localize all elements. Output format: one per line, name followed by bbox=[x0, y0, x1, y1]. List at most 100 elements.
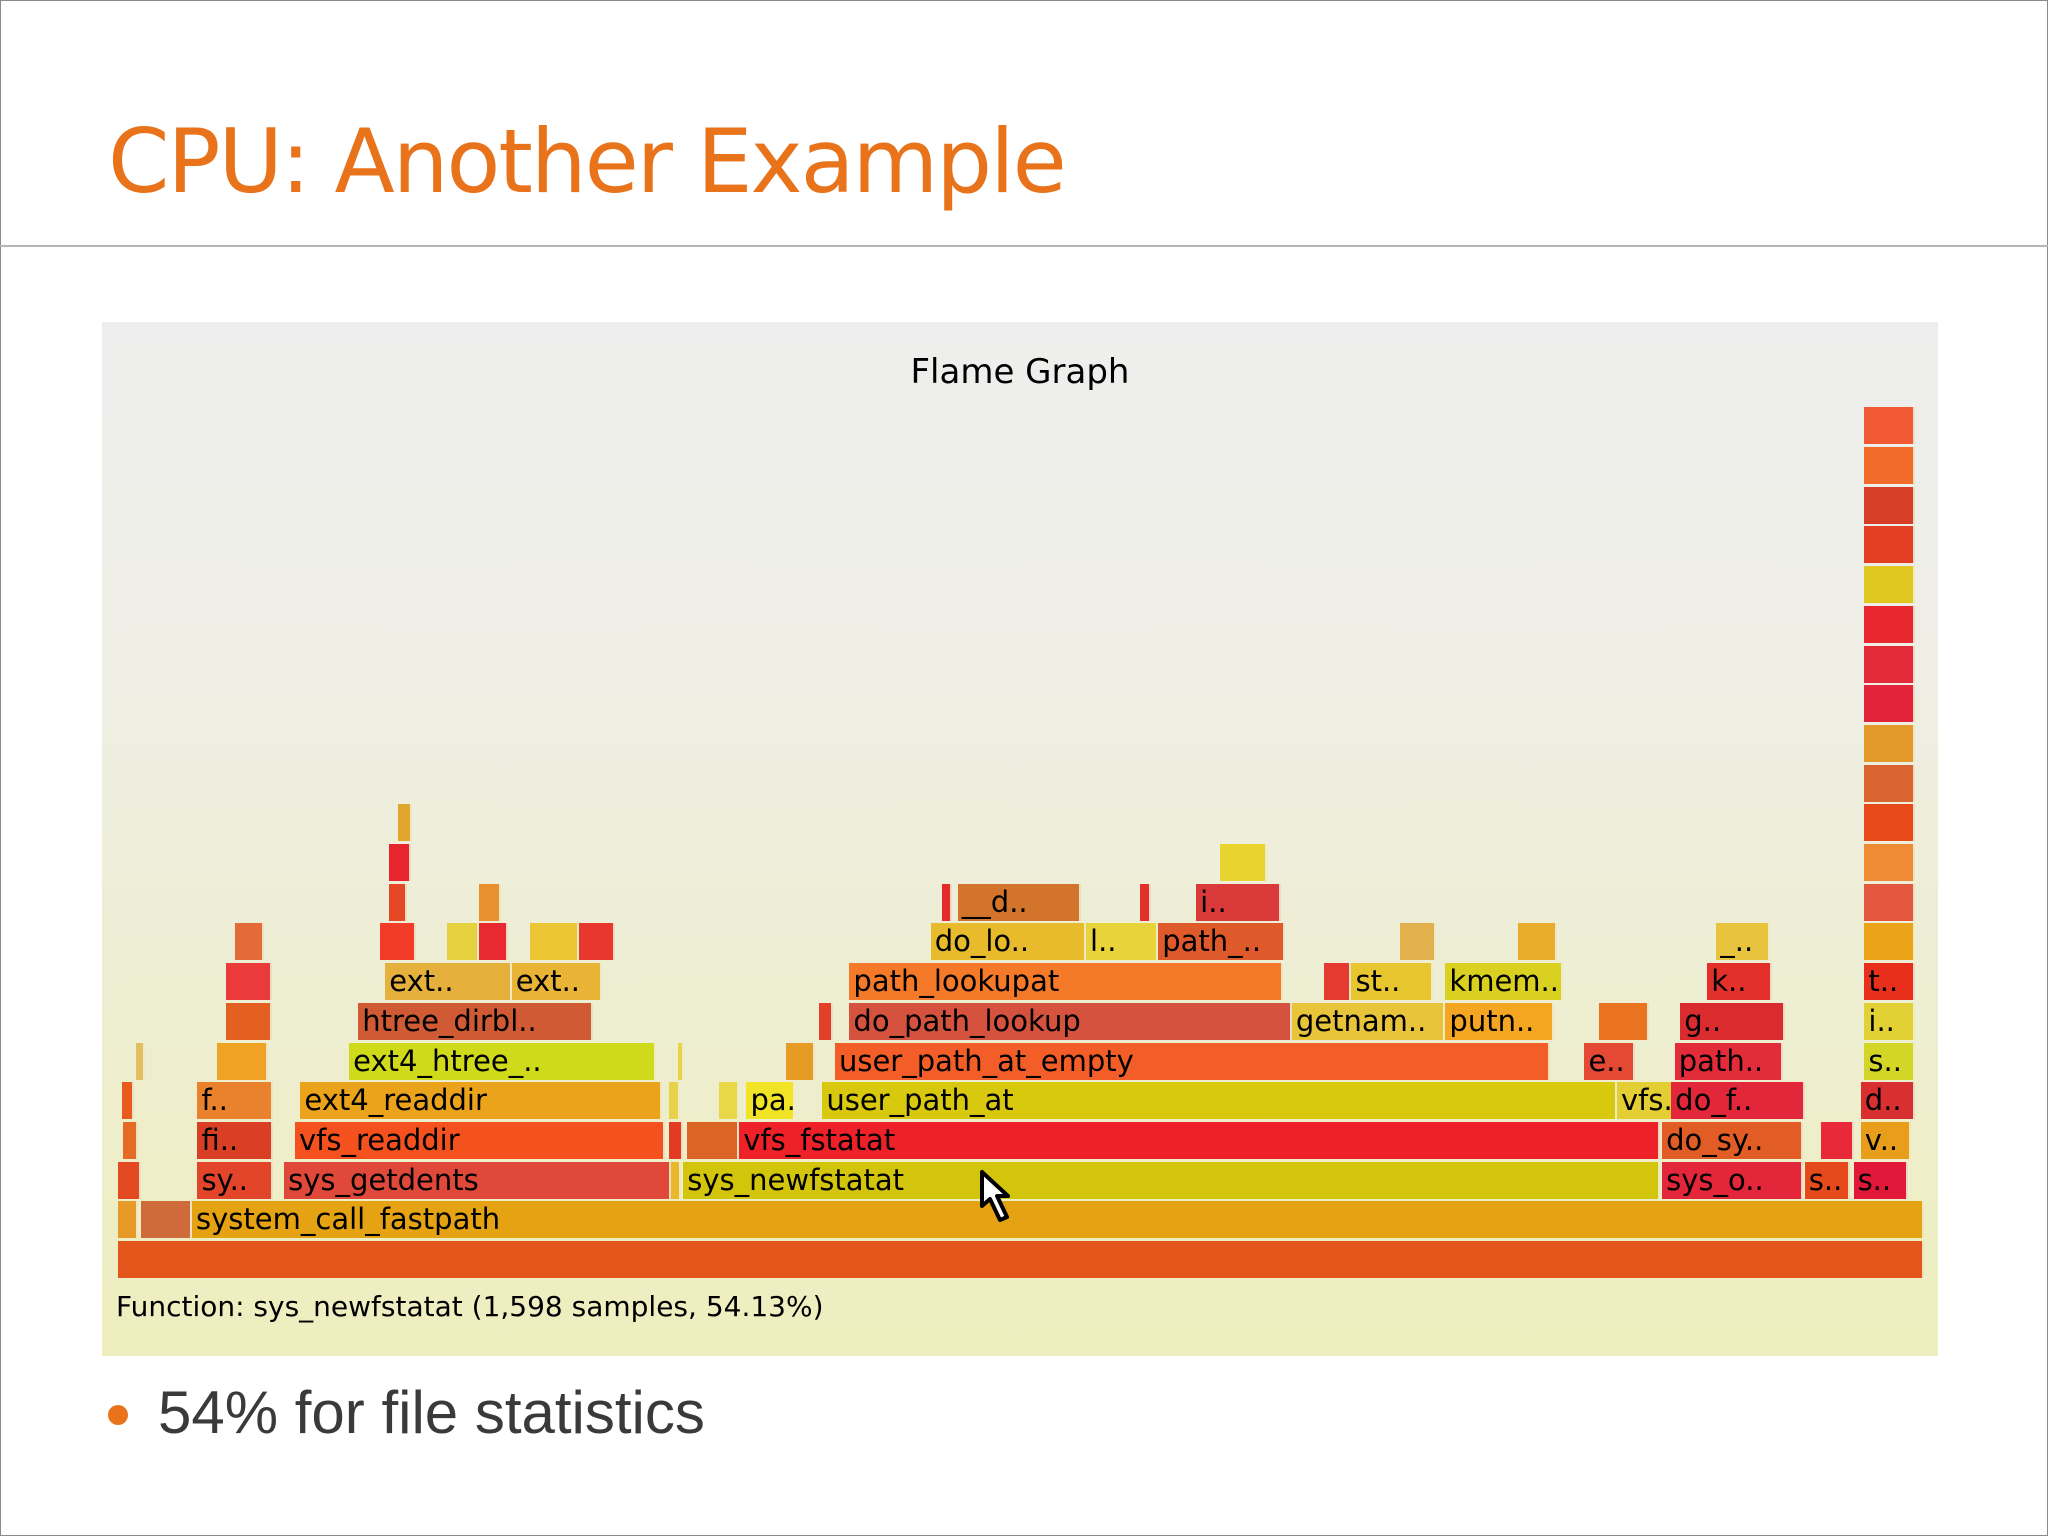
flame-frame[interactable]: _.. bbox=[1716, 923, 1771, 961]
flame-frame[interactable]: path_lookupat bbox=[849, 963, 1283, 1001]
flame-frame[interactable] bbox=[397, 804, 413, 842]
flame-frame[interactable] bbox=[1864, 724, 1915, 762]
flame-frame[interactable]: k.. bbox=[1707, 963, 1773, 1001]
flame-frame[interactable]: pa.. bbox=[746, 1082, 796, 1120]
flame-frame[interactable] bbox=[1864, 844, 1915, 881]
flame-frame[interactable] bbox=[1864, 764, 1915, 802]
flame-frame[interactable]: do_f.. bbox=[1671, 1082, 1805, 1120]
flame-frame[interactable]: s.. bbox=[1853, 1161, 1908, 1199]
flame-frame[interactable] bbox=[1517, 923, 1558, 961]
flame-frame[interactable]: sys_getdents bbox=[284, 1161, 671, 1199]
flame-frame[interactable] bbox=[446, 923, 480, 961]
flame-frame[interactable]: f.. bbox=[197, 1082, 274, 1120]
flame-graph-frames: system_call_fastpath sy.. sys_getdents sys_… bbox=[102, 322, 1938, 1356]
flame-frame[interactable] bbox=[1864, 605, 1915, 643]
flame-frame[interactable] bbox=[1400, 923, 1437, 961]
flame-frame[interactable]: ext.. bbox=[511, 963, 602, 1001]
flame-frame[interactable]: sys_newfstatat bbox=[683, 1161, 1661, 1199]
flame-frame[interactable]: l.. bbox=[1086, 923, 1159, 961]
flame-frame[interactable] bbox=[1821, 1121, 1854, 1159]
title-divider bbox=[0, 245, 2048, 247]
flame-frame[interactable] bbox=[670, 1161, 682, 1199]
flame-graph-panel: Flame Graph system_call_fastpath sy.. sys_… bbox=[102, 322, 1938, 1356]
flame-frame[interactable]: __d.. bbox=[957, 883, 1081, 921]
flame-frame[interactable]: ext.. bbox=[385, 963, 512, 1001]
flame-frame[interactable] bbox=[1864, 645, 1915, 683]
flame-frame[interactable]: sy.. bbox=[197, 1161, 274, 1199]
mouse-pointer-icon bbox=[980, 1170, 1010, 1222]
flame-frame[interactable] bbox=[719, 1082, 740, 1120]
flame-graph-title: Flame Graph bbox=[910, 352, 1130, 392]
flame-frame[interactable] bbox=[1219, 844, 1267, 881]
flame-frame[interactable]: ext4_readdir bbox=[300, 1082, 662, 1120]
flame-frame[interactable]: d.. bbox=[1860, 1082, 1915, 1120]
flame-frame[interactable]: getnam.. bbox=[1291, 1002, 1446, 1040]
flame-frame[interactable] bbox=[1864, 486, 1915, 524]
flame-frame[interactable] bbox=[668, 1082, 680, 1120]
flame-frame[interactable]: sys_o.. bbox=[1662, 1161, 1803, 1199]
flame-frame[interactable] bbox=[235, 923, 265, 961]
flame-frame[interactable] bbox=[668, 1121, 684, 1159]
flame-frame[interactable] bbox=[677, 1042, 684, 1080]
flame-frame[interactable]: i.. bbox=[1196, 883, 1282, 921]
flame-frame[interactable]: e.. bbox=[1584, 1042, 1636, 1080]
flame-frame[interactable]: path.. bbox=[1674, 1042, 1784, 1080]
flame-frame[interactable]: do_path_lookup bbox=[849, 1002, 1292, 1040]
flame-frame[interactable] bbox=[379, 923, 416, 961]
flame-frame[interactable] bbox=[786, 1042, 816, 1080]
flame-frame[interactable] bbox=[226, 1002, 272, 1040]
flame-frame[interactable]: vfs_fstatat bbox=[739, 1121, 1661, 1159]
flame-frame[interactable]: s.. bbox=[1864, 1042, 1915, 1080]
flame-frame[interactable] bbox=[217, 1042, 268, 1080]
flame-frame[interactable]: htree_dirbl.. bbox=[358, 1002, 593, 1040]
flame-frame[interactable]: vfs_readdir bbox=[294, 1121, 666, 1159]
flame-frame[interactable]: ext4_htree_.. bbox=[349, 1042, 657, 1080]
flame-frame[interactable] bbox=[118, 1241, 1924, 1278]
flame-frame[interactable] bbox=[941, 883, 953, 921]
flame-frame[interactable]: g.. bbox=[1680, 1002, 1785, 1040]
flame-frame[interactable]: t.. bbox=[1864, 963, 1915, 1001]
flame-frame[interactable] bbox=[1140, 883, 1152, 921]
flame-frame[interactable] bbox=[388, 844, 411, 881]
flame-frame[interactable] bbox=[123, 1121, 138, 1159]
flame-frame[interactable]: v.. bbox=[1860, 1121, 1912, 1159]
slide-title: CPU: Another Example bbox=[108, 110, 1067, 213]
flame-frame[interactable] bbox=[388, 883, 407, 921]
flame-frame[interactable] bbox=[136, 1042, 146, 1080]
flame-frame[interactable]: system_call_fastpath bbox=[192, 1201, 1924, 1239]
flame-frame[interactable] bbox=[1864, 447, 1915, 484]
flame-frame[interactable]: do_sy.. bbox=[1662, 1121, 1803, 1159]
flame-frame[interactable] bbox=[818, 1002, 834, 1040]
flame-frame[interactable]: fi.. bbox=[197, 1121, 274, 1159]
flame-frame[interactable]: putn.. bbox=[1445, 1002, 1554, 1040]
flame-frame[interactable] bbox=[1864, 883, 1915, 921]
flame-frame[interactable]: user_path_at bbox=[822, 1082, 1617, 1120]
flame-frame[interactable] bbox=[121, 1082, 135, 1120]
flame-frame[interactable]: path_.. bbox=[1158, 923, 1285, 961]
flame-frame[interactable]: kmem.. bbox=[1445, 963, 1563, 1001]
flame-frame[interactable] bbox=[686, 1121, 740, 1159]
flame-frame[interactable] bbox=[1864, 407, 1915, 445]
flame-graph-status: Function: sys_newfstatat (1,598 samples,… bbox=[116, 1290, 824, 1323]
flame-frame[interactable]: user_path_at_empty bbox=[834, 1042, 1551, 1080]
flame-frame[interactable] bbox=[1864, 566, 1915, 604]
flame-frame[interactable] bbox=[1324, 963, 1352, 1001]
bullet-dot bbox=[108, 1404, 128, 1425]
flame-frame[interactable] bbox=[118, 1201, 138, 1239]
flame-frame[interactable] bbox=[1864, 923, 1915, 961]
flame-frame[interactable] bbox=[479, 923, 509, 961]
flame-frame[interactable]: i.. bbox=[1864, 1002, 1915, 1040]
flame-frame[interactable] bbox=[226, 963, 272, 1001]
flame-frame[interactable] bbox=[1864, 804, 1915, 842]
flame-frame[interactable] bbox=[529, 923, 579, 961]
flame-frame[interactable] bbox=[1864, 685, 1915, 723]
flame-frame[interactable]: s.. bbox=[1804, 1161, 1850, 1199]
flame-frame[interactable] bbox=[118, 1161, 142, 1199]
flame-frame[interactable] bbox=[141, 1201, 193, 1239]
flame-frame[interactable]: st.. bbox=[1351, 963, 1433, 1001]
flame-frame[interactable] bbox=[578, 923, 615, 961]
flame-frame[interactable] bbox=[1864, 526, 1915, 564]
flame-frame[interactable] bbox=[1598, 1002, 1650, 1040]
flame-frame[interactable]: do_lo.. bbox=[930, 923, 1086, 961]
flame-frame[interactable] bbox=[479, 883, 501, 921]
